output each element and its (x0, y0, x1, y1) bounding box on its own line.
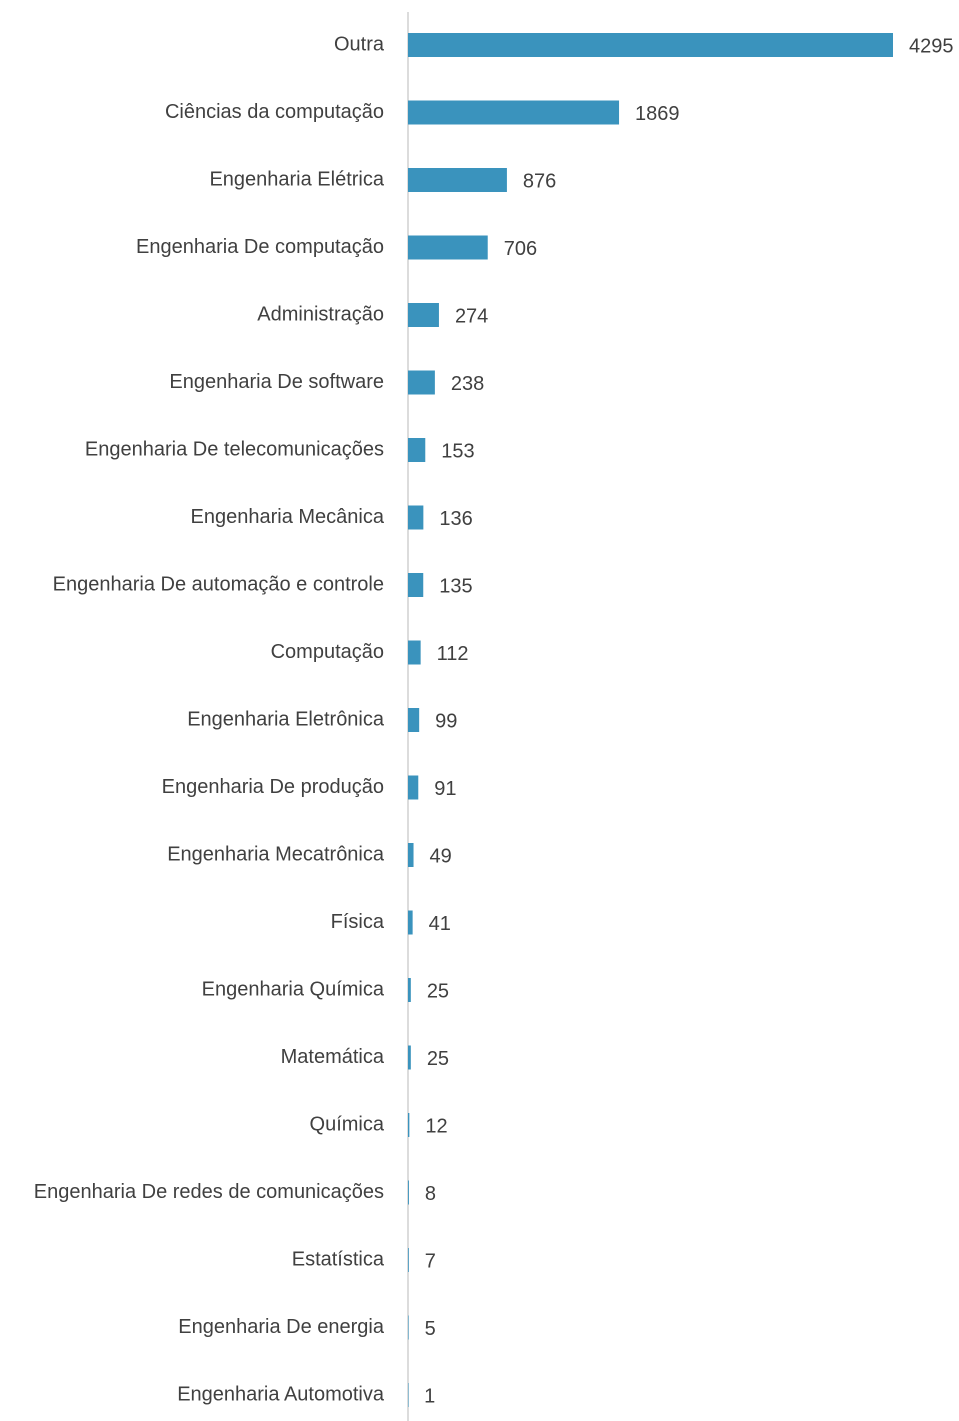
data-label: 25 (427, 980, 449, 1002)
data-label: 706 (504, 238, 537, 260)
category-label: Engenharia De energia (178, 1316, 385, 1338)
data-label: 41 (429, 913, 451, 935)
bar (408, 775, 419, 800)
bar (408, 303, 439, 327)
bar (408, 978, 411, 1002)
data-label: 112 (437, 643, 469, 665)
bar (408, 573, 424, 597)
bar (408, 1180, 409, 1205)
category-label: Engenharia De redes de comunicações (34, 1181, 384, 1203)
category-label: Engenharia De software (169, 371, 384, 393)
data-label: 1869 (635, 103, 680, 125)
category-label: Administração (257, 303, 384, 325)
data-label: 4295 (909, 35, 954, 57)
data-label: 136 (439, 508, 472, 530)
data-label: 876 (523, 170, 556, 192)
bar (408, 33, 893, 57)
category-label: Física (331, 911, 385, 933)
category-label: Outra (334, 33, 385, 55)
category-label: Engenharia Eletrônica (187, 708, 385, 730)
bar (408, 640, 421, 665)
data-label: 1 (424, 1385, 435, 1407)
data-label: 91 (434, 778, 456, 800)
bar (408, 708, 420, 732)
data-label: 5 (425, 1318, 436, 1340)
data-label: 7 (425, 1250, 436, 1272)
category-label: Engenharia Mecânica (191, 506, 385, 528)
bar (408, 910, 413, 935)
bar (408, 1315, 409, 1340)
data-label: 12 (425, 1115, 447, 1137)
category-label: Ciências da computação (165, 101, 384, 123)
data-label: 153 (441, 440, 474, 462)
category-label: Química (310, 1113, 385, 1135)
data-label: 274 (455, 305, 488, 327)
category-label: Engenharia De produção (162, 776, 384, 798)
category-label: Engenharia De computação (136, 236, 384, 258)
category-label: Computação (271, 641, 384, 663)
bar (408, 505, 424, 530)
data-label: 238 (451, 373, 484, 395)
bar (408, 1248, 409, 1272)
category-label: Engenharia De automação e controle (53, 573, 384, 595)
bar (408, 843, 414, 867)
category-label: Matemática (281, 1046, 385, 1068)
category-label: Engenharia De telecomunicações (85, 438, 384, 460)
bar (408, 1045, 411, 1070)
category-label: Estatística (292, 1248, 385, 1270)
data-label: 25 (427, 1048, 449, 1070)
data-label: 8 (425, 1183, 436, 1205)
bar (408, 168, 507, 192)
bar (408, 1383, 409, 1407)
bar (408, 1113, 410, 1137)
bar (408, 370, 435, 395)
data-label: 49 (430, 845, 452, 867)
bar (408, 100, 620, 125)
category-label: Engenharia Mecatrônica (167, 843, 385, 865)
bar (408, 235, 488, 260)
category-label: Engenharia Elétrica (209, 168, 384, 190)
category-label: Engenharia Automotiva (177, 1383, 385, 1405)
data-label: 135 (439, 575, 472, 597)
bar (408, 438, 426, 462)
category-label: Engenharia Química (202, 978, 385, 1000)
data-label: 99 (435, 710, 457, 732)
